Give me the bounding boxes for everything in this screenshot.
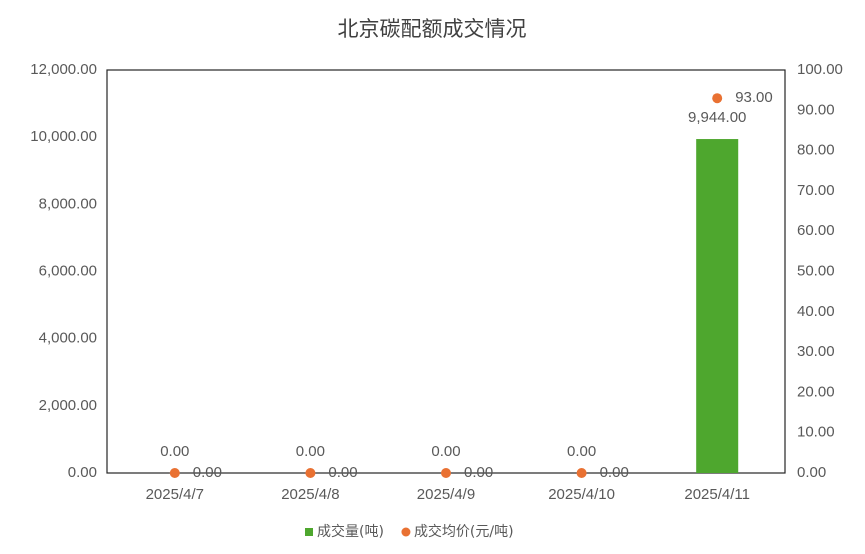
y2-tick-label: 100.00 <box>797 61 843 78</box>
plot-frame <box>106 69 786 474</box>
legend-marker <box>305 528 313 536</box>
point <box>441 468 451 478</box>
y2-tick-label: 30.00 <box>797 343 835 360</box>
y2-tick-label: 50.00 <box>797 262 835 279</box>
y-tick-label: 8,000.00 <box>39 195 97 212</box>
point <box>169 468 180 478</box>
data-label: 0.00 <box>567 443 596 460</box>
y2-tick-label: 20.00 <box>797 383 835 400</box>
x-tick-label: 2025/4/8 <box>281 486 339 503</box>
y2-tick-label: 70.00 <box>797 182 835 199</box>
legend-text: 成交量(吨) <box>317 523 384 540</box>
x-tick-label: 2025/4/10 <box>548 486 615 503</box>
chart-title: 北京碳配额成交情况 <box>338 17 527 41</box>
data-label: 0.00 <box>600 464 629 481</box>
y-tick-label: 0.00 <box>68 464 97 481</box>
y2-tick-label: 10.00 <box>797 424 835 441</box>
y-tick-label: 2,000.00 <box>39 397 97 414</box>
data-label: 9,944.00 <box>688 109 746 126</box>
data-label: 0.00 <box>193 464 222 481</box>
y2-tick-label: 90.00 <box>797 101 835 118</box>
data-label: 0.00 <box>296 443 325 460</box>
point <box>305 468 316 478</box>
y-tick-label: 12,000.00 <box>30 61 97 78</box>
data-label: 0.00 <box>431 443 460 460</box>
data-label: 0.00 <box>328 464 357 481</box>
data-label: 0.00 <box>464 464 493 481</box>
point <box>576 468 587 478</box>
y-tick-label: 6,000.00 <box>39 262 97 279</box>
data-label: 93.00 <box>735 89 773 106</box>
x-tick-label: 2025/4/7 <box>146 486 204 503</box>
bar <box>696 139 739 473</box>
legend-marker <box>401 527 411 537</box>
y2-tick-label: 60.00 <box>797 222 835 239</box>
x-tick-label: 2025/4/11 <box>684 486 750 503</box>
x-tick-label: 2025/4/9 <box>417 486 475 503</box>
y2-tick-label: 0.00 <box>797 464 826 481</box>
y2-tick-label: 40.00 <box>797 303 835 320</box>
data-label: 0.00 <box>160 443 189 460</box>
y-tick-label: 10,000.00 <box>30 128 97 145</box>
point <box>712 93 723 104</box>
legend-text: 成交均价(元/吨) <box>414 523 514 540</box>
y2-tick-label: 80.00 <box>797 142 835 159</box>
y-tick-label: 4,000.00 <box>39 330 97 347</box>
